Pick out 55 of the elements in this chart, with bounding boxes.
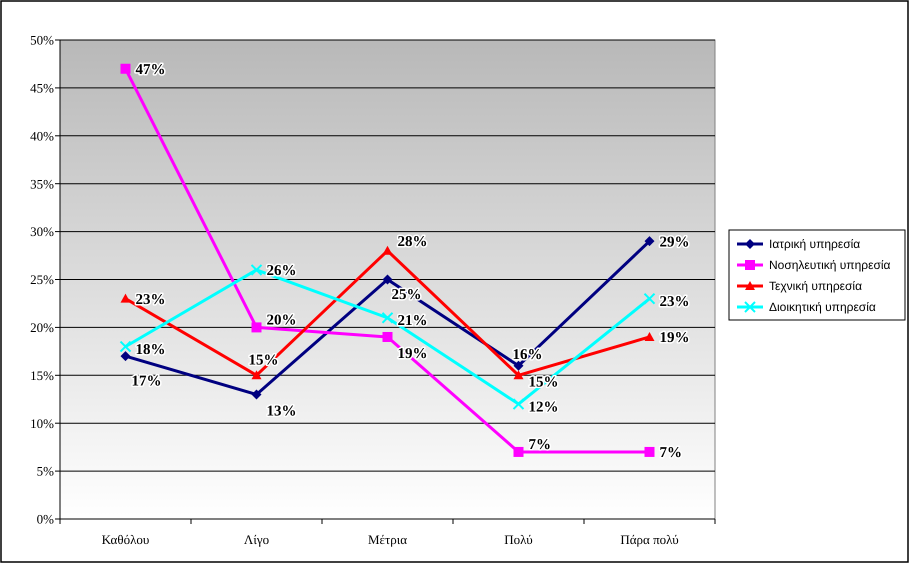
point — [644, 446, 654, 457]
point — [514, 446, 524, 457]
point — [120, 64, 130, 74]
legend-label: Νοσηλευτική υπηρεσία — [769, 258, 891, 272]
point — [252, 322, 262, 332]
data-label: 20% — [266, 312, 296, 329]
y-tick-label: 20% — [30, 320, 54, 335]
point — [514, 370, 524, 380]
y-tick-label: 35% — [30, 176, 54, 192]
y-tick-label: 10% — [30, 416, 54, 431]
data-label: 7% — [660, 445, 682, 462]
x-tick-label: Μέτρια — [368, 532, 408, 547]
y-tick-label: 0% — [36, 512, 54, 527]
point — [252, 389, 262, 400]
y-tick-label: 30% — [30, 224, 54, 240]
point — [252, 370, 262, 380]
x-tick-label: Πολύ — [504, 532, 533, 547]
data-label: 17% — [132, 373, 162, 390]
y-tick-label: 45% — [30, 80, 54, 96]
legend-label: Διοικητική υπηρεσία — [769, 300, 876, 314]
point — [120, 351, 130, 362]
data-label: 7% — [528, 437, 551, 454]
data-label: 19% — [660, 330, 690, 346]
point — [644, 332, 654, 341]
point — [512, 398, 524, 410]
data-label: 23% — [660, 294, 690, 310]
data-label: 23% — [136, 292, 166, 308]
y-tick-label: 40% — [30, 128, 54, 144]
x-tick-label: Πάρα πολύ — [620, 532, 679, 547]
point — [382, 274, 392, 284]
data-label: 26% — [266, 263, 296, 280]
data-label: 21% — [398, 313, 428, 330]
legend-label: Τεχνική υπηρεσία — [769, 279, 862, 294]
point — [120, 340, 132, 353]
y-tick-label: 15% — [30, 368, 54, 383]
data-label: 18% — [136, 342, 166, 358]
point — [382, 312, 394, 324]
data-label: 47% — [136, 62, 166, 78]
y-tick-label: 25% — [30, 272, 54, 288]
x-tick-label: Λίγο — [244, 532, 270, 547]
point — [120, 294, 130, 303]
y-tick-label: 50% — [30, 32, 54, 48]
data-label: 12% — [528, 399, 558, 416]
legend-label: Ιατρική υπηρεσία — [769, 237, 860, 252]
point — [644, 236, 654, 246]
x-tick-label: Καθόλου — [102, 532, 150, 547]
point — [514, 360, 524, 371]
point — [250, 264, 262, 276]
y-tick-label: 5% — [36, 464, 54, 479]
point — [644, 292, 656, 305]
data-label: 13% — [266, 404, 296, 420]
point — [382, 332, 392, 342]
data-label: 28% — [398, 234, 428, 250]
point — [382, 246, 392, 255]
data-label: 29% — [660, 234, 690, 250]
